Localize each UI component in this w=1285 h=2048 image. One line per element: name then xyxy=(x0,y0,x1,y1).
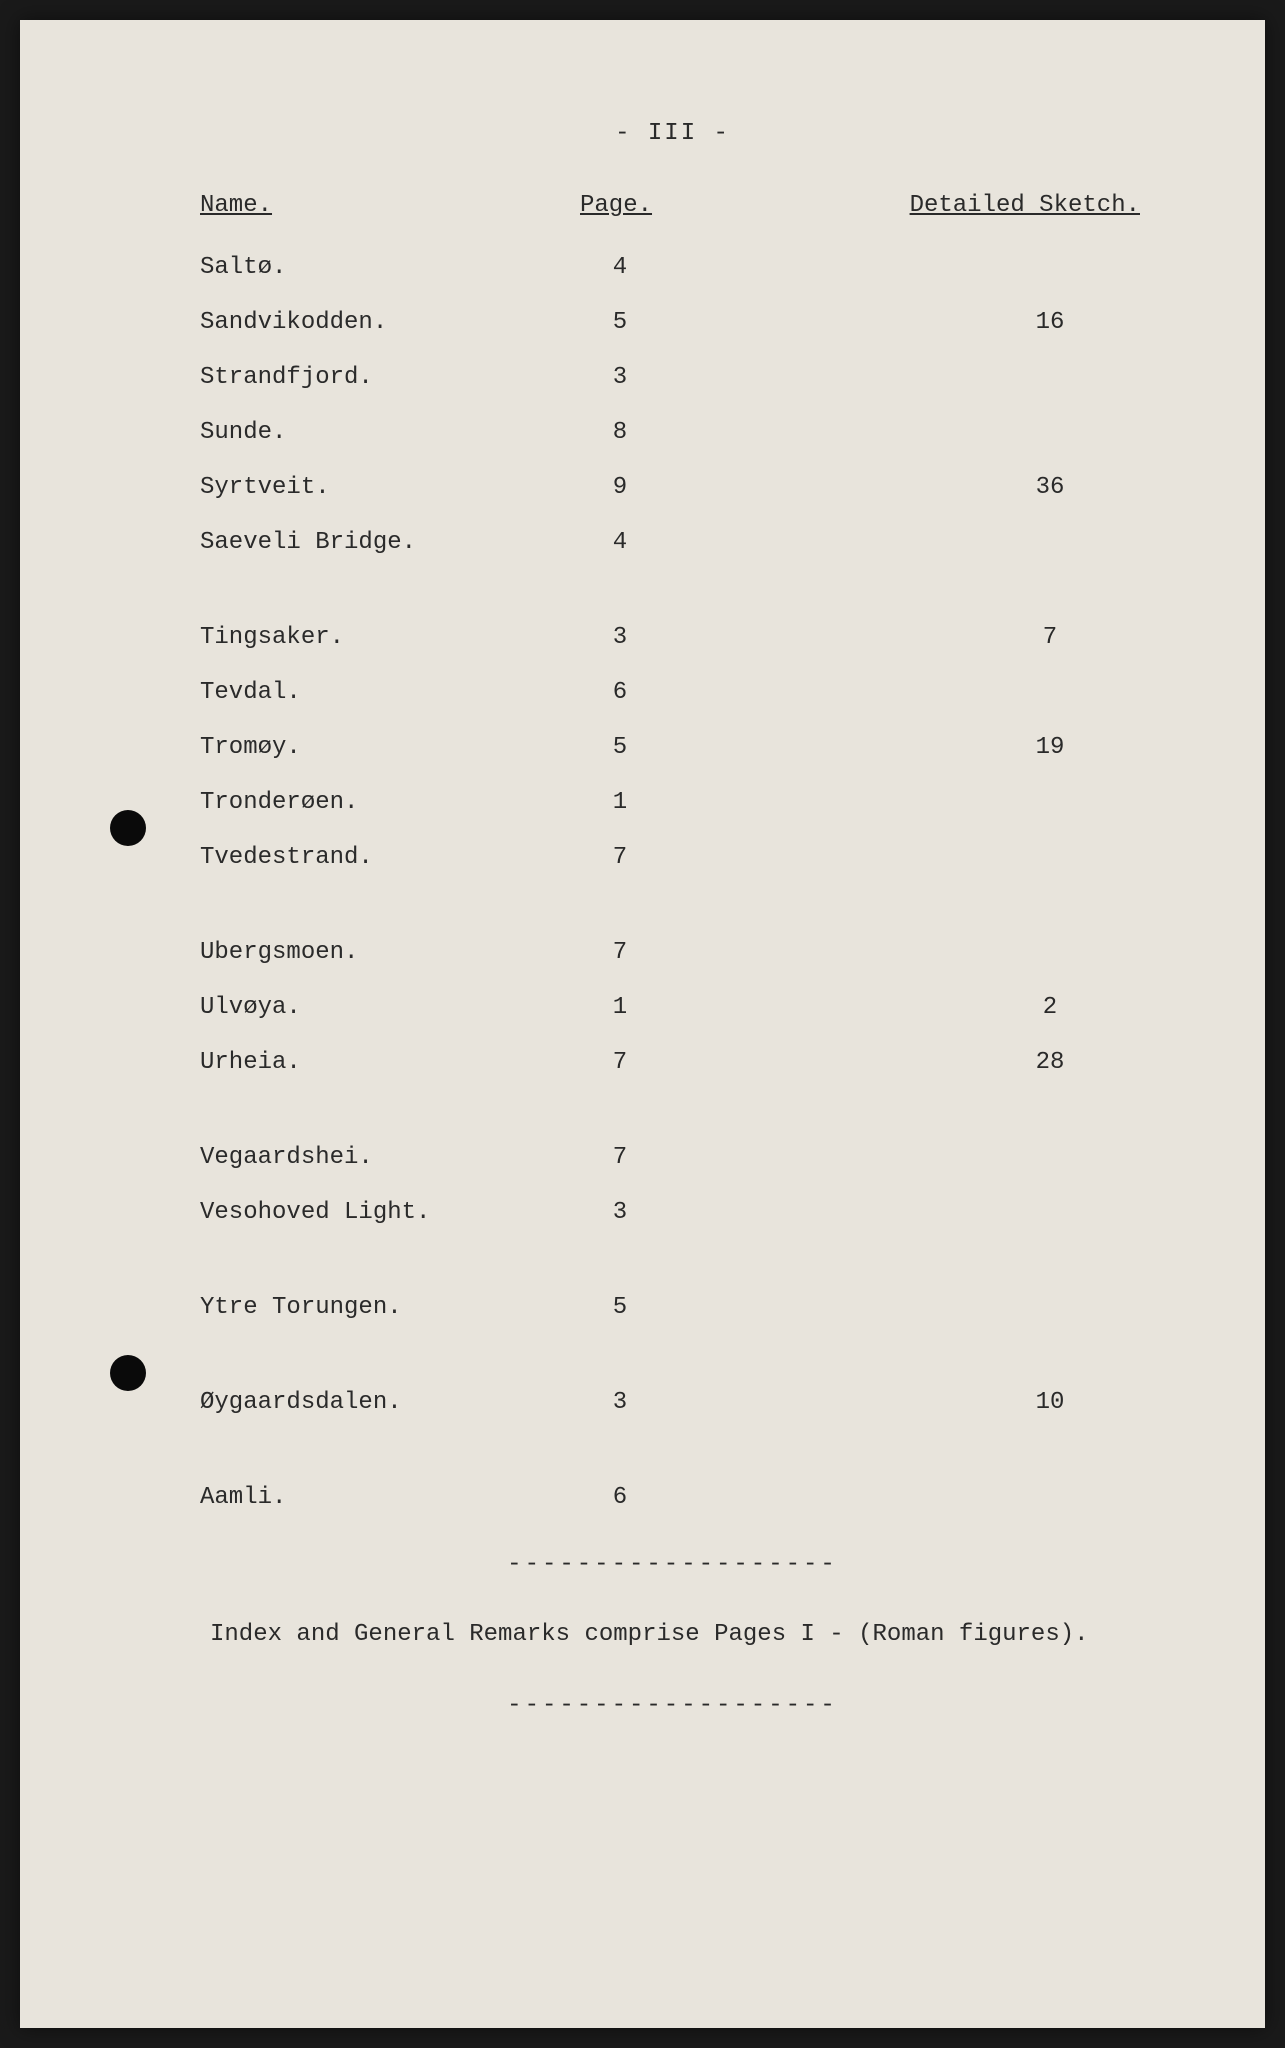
cell-name: Ytre Torungen. xyxy=(200,1294,580,1321)
cell-name: Strandfjord. xyxy=(200,364,580,391)
cell-page: 5 xyxy=(580,734,840,761)
cell-sketch: 36 xyxy=(840,474,1140,501)
cell-sketch xyxy=(840,679,1140,706)
table-row: Vegaardshei.7 xyxy=(200,1144,1145,1171)
header-page: Page. xyxy=(580,192,840,219)
cell-name: Ulvøya. xyxy=(200,994,580,1021)
table-row: Urheia.728 xyxy=(200,1049,1145,1076)
table-row: Ulvøya.12 xyxy=(200,994,1145,1021)
cell-page: 7 xyxy=(580,939,840,966)
section-gap xyxy=(200,1349,1145,1389)
cell-page: 3 xyxy=(580,364,840,391)
cell-name: Tevdal. xyxy=(200,679,580,706)
cell-page: 6 xyxy=(580,1484,840,1511)
section-gap xyxy=(200,1444,1145,1484)
document-page: - III - Name. Page. Detailed Sketch. Sal… xyxy=(20,20,1265,2028)
cell-sketch: 19 xyxy=(840,734,1140,761)
section-gap xyxy=(200,1254,1145,1294)
divider: ------------------- xyxy=(200,1692,1145,1719)
cell-page: 8 xyxy=(580,419,840,446)
cell-name: Saeveli Bridge. xyxy=(200,529,580,556)
section-gap xyxy=(200,584,1145,624)
cell-sketch: 16 xyxy=(840,309,1140,336)
cell-page: 7 xyxy=(580,844,840,871)
table-row: Tronderøen.1 xyxy=(200,789,1145,816)
cell-page: 5 xyxy=(580,1294,840,1321)
cell-sketch xyxy=(840,789,1140,816)
header-name: Name. xyxy=(200,192,580,219)
cell-page: 5 xyxy=(580,309,840,336)
table-row: Tevdal.6 xyxy=(200,679,1145,706)
page-number: - III - xyxy=(200,120,1145,147)
cell-name: Ubergsmoen. xyxy=(200,939,580,966)
cell-sketch xyxy=(840,1484,1140,1511)
cell-sketch xyxy=(840,419,1140,446)
table-row: Sandvikodden.516 xyxy=(200,309,1145,336)
cell-name: Sandvikodden. xyxy=(200,309,580,336)
cell-page: 3 xyxy=(580,1199,840,1226)
punch-hole xyxy=(110,1355,146,1391)
table-row: Saltø.4 xyxy=(200,254,1145,281)
cell-page: 6 xyxy=(580,679,840,706)
table-row: Saeveli Bridge.4 xyxy=(200,529,1145,556)
cell-page: 4 xyxy=(580,254,840,281)
cell-name: Vesohoved Light. xyxy=(200,1199,580,1226)
section-gap xyxy=(200,899,1145,939)
cell-page: 7 xyxy=(580,1049,840,1076)
table-row: Strandfjord.3 xyxy=(200,364,1145,391)
cell-sketch xyxy=(840,844,1140,871)
table-row: Aamli.6 xyxy=(200,1484,1145,1511)
table-row: Tingsaker.37 xyxy=(200,624,1145,651)
cell-name: Tvedestrand. xyxy=(200,844,580,871)
table-row: Tromøy.519 xyxy=(200,734,1145,761)
table-row: Sunde.8 xyxy=(200,419,1145,446)
cell-sketch: 2 xyxy=(840,994,1140,1021)
cell-page: 3 xyxy=(580,624,840,651)
table-header: Name. Page. Detailed Sketch. xyxy=(200,192,1145,219)
punch-hole xyxy=(110,810,146,846)
cell-name: Aamli. xyxy=(200,1484,580,1511)
header-sketch: Detailed Sketch. xyxy=(840,192,1140,219)
cell-sketch xyxy=(840,1294,1140,1321)
cell-name: Tingsaker. xyxy=(200,624,580,651)
cell-name: Sunde. xyxy=(200,419,580,446)
table-row: Øygaardsdalen.310 xyxy=(200,1389,1145,1416)
cell-name: Tromøy. xyxy=(200,734,580,761)
cell-name: Urheia. xyxy=(200,1049,580,1076)
cell-sketch: 28 xyxy=(840,1049,1140,1076)
table-row: Syrtveit.936 xyxy=(200,474,1145,501)
cell-name: Øygaardsdalen. xyxy=(200,1389,580,1416)
table-body: Saltø.4Sandvikodden.516Strandfjord.3Sund… xyxy=(200,254,1145,1511)
cell-page: 3 xyxy=(580,1389,840,1416)
cell-page: 1 xyxy=(580,994,840,1021)
cell-name: Vegaardshei. xyxy=(200,1144,580,1171)
cell-sketch: 7 xyxy=(840,624,1140,651)
cell-page: 1 xyxy=(580,789,840,816)
cell-sketch xyxy=(840,529,1140,556)
cell-sketch xyxy=(840,1144,1140,1171)
cell-name: Syrtveit. xyxy=(200,474,580,501)
divider: ------------------- xyxy=(200,1551,1145,1578)
table-row: Ytre Torungen.5 xyxy=(200,1294,1145,1321)
cell-sketch xyxy=(840,939,1140,966)
table-row: Tvedestrand.7 xyxy=(200,844,1145,871)
cell-sketch xyxy=(840,1199,1140,1226)
cell-name: Tronderøen. xyxy=(200,789,580,816)
cell-sketch xyxy=(840,254,1140,281)
cell-name: Saltø. xyxy=(200,254,580,281)
cell-page: 4 xyxy=(580,529,840,556)
cell-sketch xyxy=(840,364,1140,391)
section-gap xyxy=(200,1104,1145,1144)
cell-page: 7 xyxy=(580,1144,840,1171)
cell-page: 9 xyxy=(580,474,840,501)
cell-sketch: 10 xyxy=(840,1389,1140,1416)
table-row: Vesohoved Light.3 xyxy=(200,1199,1145,1226)
table-row: Ubergsmoen.7 xyxy=(200,939,1145,966)
footnote: Index and General Remarks comprise Pages… xyxy=(200,1618,1145,1652)
